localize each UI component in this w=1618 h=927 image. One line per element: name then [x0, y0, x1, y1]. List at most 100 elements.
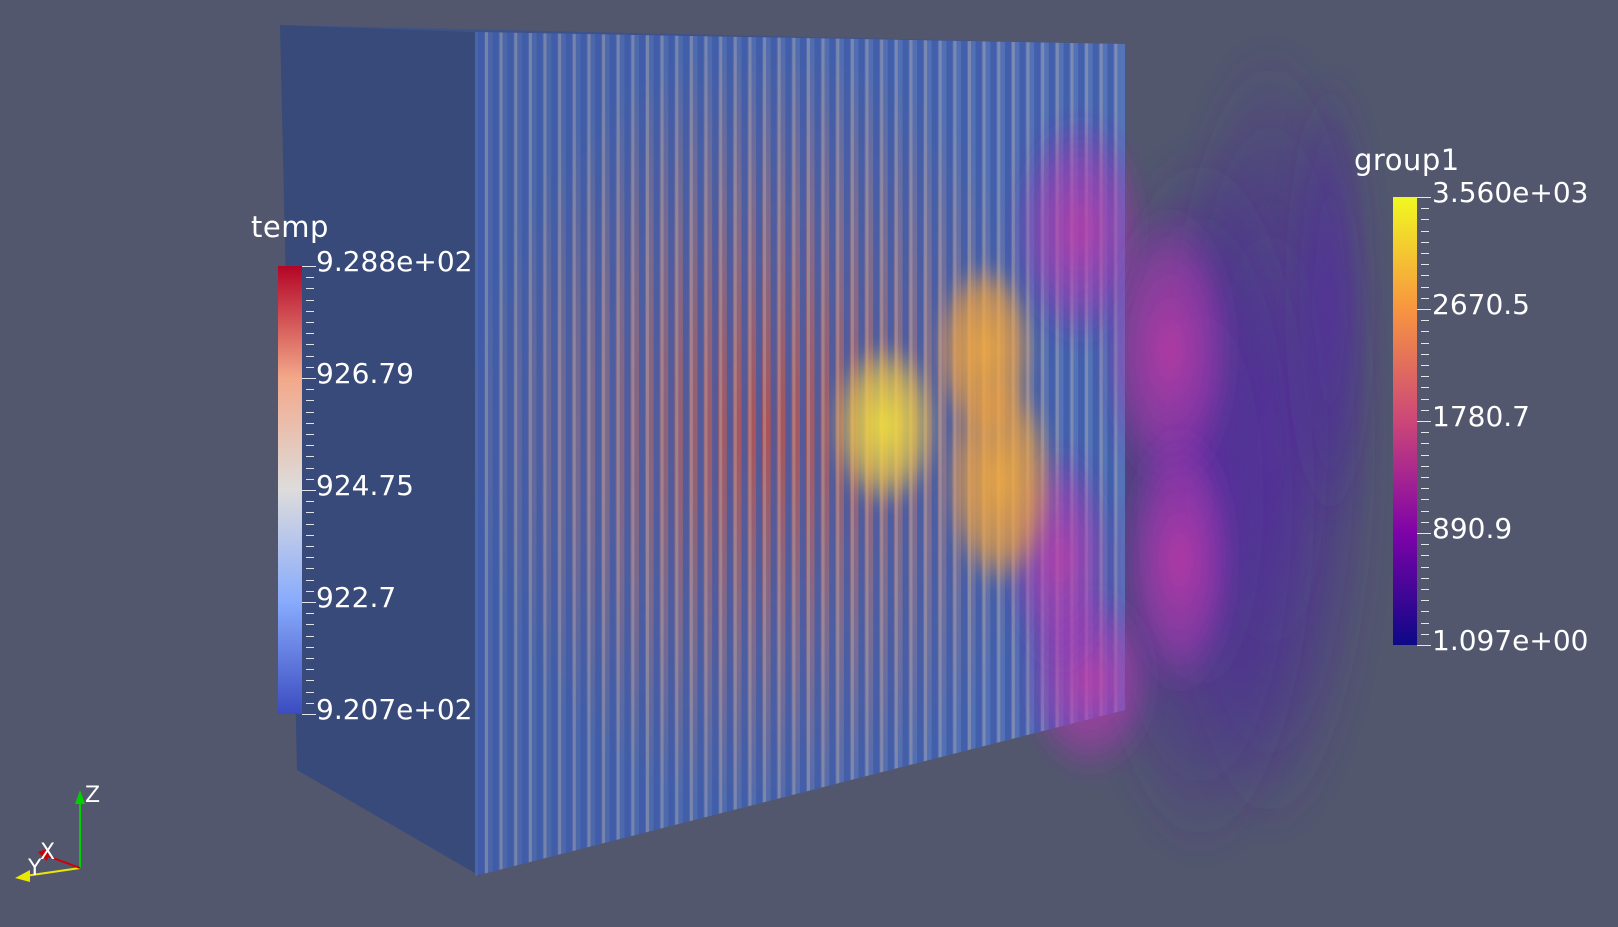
- temp-tick: [306, 434, 314, 435]
- group1-tick: [1421, 499, 1429, 501]
- group1-tick: [1421, 342, 1429, 344]
- temp-tick: [306, 534, 314, 536]
- temp-scalar-bar[interactable]: [278, 266, 302, 714]
- slab-stripe-highlight: [543, 32, 547, 876]
- group1-tick: [1421, 600, 1429, 602]
- group1-tick: [1421, 589, 1429, 590]
- group1-tick: [1421, 376, 1429, 378]
- temp-label-2: 926.79: [316, 357, 414, 390]
- temp-tick: [306, 702, 314, 704]
- slab-stripe: [1092, 32, 1099, 876]
- slab-stripe: [682, 32, 689, 876]
- slab-stripe: [712, 32, 719, 876]
- slab-stripe-highlight: [733, 32, 737, 876]
- x-axis-label: X: [40, 840, 56, 865]
- temp-tick: [302, 266, 316, 267]
- z-axis-arrow: [75, 790, 85, 804]
- y-axis-label: Y: [28, 856, 42, 881]
- group1-tick: [1421, 544, 1429, 546]
- temp-tick: [306, 635, 314, 637]
- slab-stripe: [551, 32, 558, 876]
- slab-stripe: [609, 32, 616, 876]
- group1-scalar-bar[interactable]: [1393, 197, 1417, 645]
- group1-tick: [1417, 645, 1431, 646]
- slab-stripe-highlight: [719, 32, 723, 876]
- group1-tick: [1421, 409, 1429, 411]
- slab-stripe: [624, 32, 631, 876]
- slab-stripe-highlight: [631, 32, 635, 876]
- slab-stripe-highlight: [748, 32, 752, 876]
- temp-tick: [306, 590, 314, 592]
- temp-tick: [306, 512, 314, 514]
- temp-tick: [306, 310, 314, 312]
- temp-scalar-bar-title: temp: [251, 210, 329, 244]
- group1-tick: [1421, 443, 1429, 445]
- slab-stripe-highlight: [821, 32, 825, 876]
- group1-tick: [1421, 521, 1429, 523]
- group1-tick: [1421, 230, 1429, 232]
- temp-tick: [306, 400, 314, 402]
- x-axis-arrow: [38, 848, 50, 861]
- temp-tick: [306, 411, 314, 413]
- group1-tick: [1421, 320, 1429, 322]
- temp-label-4: 922.7: [316, 581, 397, 614]
- slab-stripe: [785, 32, 792, 876]
- slab-stripe: [756, 32, 763, 876]
- slab-stripe: [507, 32, 514, 876]
- group1-tick: [1421, 465, 1429, 467]
- slab-stripe: [770, 32, 777, 876]
- temp-tick: [306, 579, 314, 581]
- group1-tick: [1421, 398, 1429, 400]
- group1-label-2: 2670.5: [1432, 288, 1530, 321]
- slab-stripe: [565, 32, 572, 876]
- temp-tick: [306, 691, 314, 693]
- slab-stripe-highlight: [1114, 32, 1118, 876]
- slab-stripe-highlight: [660, 32, 664, 876]
- slab-stripe: [726, 32, 733, 876]
- group1-tick: [1421, 264, 1429, 266]
- temp-tick: [302, 602, 316, 603]
- slab-stripe: [697, 32, 704, 876]
- slab-stripe-highlight: [602, 32, 606, 876]
- temp-tick: [302, 714, 316, 715]
- slab-stripe: [639, 32, 645, 876]
- slab-stripe-highlight: [807, 32, 810, 876]
- temp-tick: [306, 299, 314, 301]
- temp-tick: [306, 288, 314, 290]
- temp-tick: [306, 546, 314, 547]
- group1-tick: [1421, 577, 1429, 579]
- y-axis-line: [24, 867, 81, 877]
- slab-stripe: [536, 32, 543, 876]
- slab-stripe: [814, 32, 821, 876]
- slab-stripe-highlight: [616, 32, 620, 876]
- temp-tick: [306, 624, 314, 626]
- slab-stripe-highlight: [704, 32, 708, 876]
- slab-stripe: [580, 32, 587, 876]
- group1-tick: [1421, 219, 1429, 221]
- temp-tick: [306, 501, 314, 503]
- group1-tick: [1421, 488, 1429, 490]
- slab-top-edge: [280, 25, 1125, 44]
- group1-tick: [1421, 387, 1429, 389]
- slab-stripe-highlight: [1085, 32, 1089, 876]
- group1-tick: [1421, 241, 1429, 243]
- group1-tick: [1421, 365, 1429, 366]
- temp-tick: [306, 355, 314, 357]
- temp-label-min: 9.207e+02: [316, 693, 473, 726]
- temp-tick: [306, 658, 314, 659]
- group1-tick: [1417, 197, 1431, 198]
- group1-label-min: 1.097e+00: [1432, 624, 1589, 657]
- temp-tick: [306, 422, 314, 424]
- group1-tick: [1421, 454, 1429, 456]
- slab-stripe-highlight: [587, 32, 591, 876]
- group1-tick: [1421, 477, 1429, 478]
- temp-tick: [306, 333, 314, 335]
- slab-stripe-highlight: [499, 32, 503, 876]
- slab-stripe-highlight: [938, 32, 942, 876]
- orientation-axes[interactable]: [15, 790, 85, 882]
- group1-tick: [1417, 533, 1431, 534]
- group1-tick: [1421, 286, 1429, 288]
- slab-stripe: [829, 32, 836, 876]
- temp-label-3: 924.75: [316, 469, 414, 502]
